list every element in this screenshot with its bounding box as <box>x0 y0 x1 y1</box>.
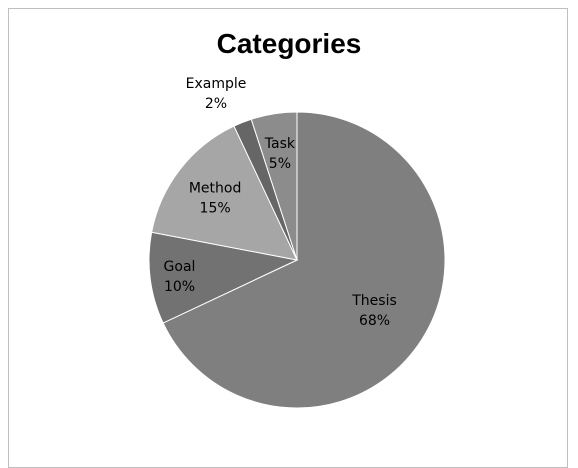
slice-name-example: Example <box>186 76 247 92</box>
slice-percent-thesis: 68% <box>359 313 390 329</box>
pie-chart: Thesis 68% Goal 10% Method 15% Example 2% Task 5% <box>148 76 446 409</box>
slice-percent-method: 15% <box>200 201 231 217</box>
slice-name-task: Task <box>264 136 296 152</box>
slice-name-goal: Goal <box>164 259 196 275</box>
slice-name-method: Method <box>189 181 242 197</box>
slice-percent-task: 5% <box>269 156 291 172</box>
chart-title: Categories <box>216 28 362 59</box>
pie-slice-method <box>151 125 298 261</box>
slice-percent-example: 2% <box>205 96 227 112</box>
slice-percent-goal: 10% <box>164 279 195 295</box>
pie-slice-goal <box>148 231 299 324</box>
pie-slice-task <box>250 111 298 261</box>
pie-slice-thesis <box>162 111 446 409</box>
slice-name-thesis: Thesis <box>351 293 397 309</box>
